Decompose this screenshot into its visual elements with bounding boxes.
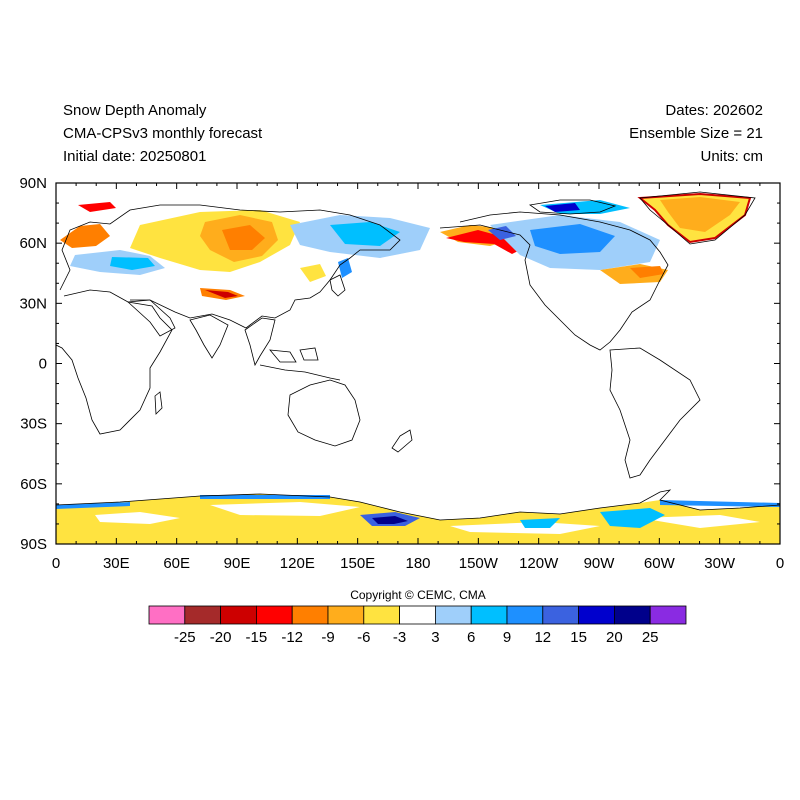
madagascar-coastline (154, 391, 163, 415)
legend-label: -12 (281, 629, 303, 646)
africa-coastline (56, 289, 173, 435)
legend-label: 6 (467, 629, 475, 646)
legend-swatch (399, 605, 436, 625)
legend-label: -25 (174, 629, 196, 646)
antarctica-edge-blue (56, 495, 780, 509)
novaya-zemlya-anomaly (78, 202, 116, 212)
lon-tick-label: 150W (459, 555, 499, 572)
lat-tick-label: 60N (19, 235, 47, 252)
lon-tick-label: 180 (405, 555, 430, 572)
legend-label: -9 (321, 629, 334, 646)
south-america-coastline (609, 347, 701, 479)
legend-swatch (291, 605, 329, 625)
units: Units: cm (700, 148, 763, 165)
legend-label: -6 (357, 629, 370, 646)
canada-blue-core (530, 224, 615, 254)
map-title: Snow Depth Anomaly (63, 102, 207, 119)
lat-tick-label: 90S (20, 536, 47, 553)
legend-label: 9 (503, 629, 511, 646)
east-siberia-blue-core (330, 222, 400, 246)
header-right: Dates: 202602 Ensemble Size = 21 Units: … (629, 99, 763, 168)
legend-swatch (255, 605, 293, 625)
legend-swatch (649, 605, 687, 625)
lat-tick-label: 90N (19, 175, 47, 192)
ensemble-size: Ensemble Size = 21 (629, 125, 763, 142)
legend-label: 15 (570, 629, 587, 646)
model-name: CMA-CPSv3 monthly forecast (63, 125, 263, 142)
legend-swatch (578, 605, 615, 625)
lat-tick-label: 30N (19, 295, 47, 312)
lon-tick-label: 60E (163, 555, 190, 572)
lon-tick-label: 0 (776, 555, 784, 572)
copyright-text: Copyright © CEMC, CMA (350, 588, 486, 602)
north-america-coastline (439, 211, 669, 351)
legend-swatch (434, 605, 472, 625)
kamchatka-blue (338, 258, 352, 278)
arabia-coastline (127, 299, 176, 337)
new-zealand-coastline (391, 429, 413, 453)
legend-swatch (148, 605, 186, 625)
legend-label: -15 (246, 629, 268, 646)
lon-tick-label: 90W (584, 555, 616, 572)
lon-tick-label: 30E (103, 555, 130, 572)
china-yellow (300, 264, 326, 282)
legend-label: 20 (606, 629, 623, 646)
lat-tick-label: 0 (39, 356, 47, 373)
europe-blue-core (110, 257, 155, 270)
antarctica-white-patches (95, 502, 760, 534)
greenland-edge-red (637, 192, 752, 244)
lat-tick-label: 60S (20, 476, 47, 493)
legend-swatch (614, 605, 651, 625)
lat-tick-label: 30S (20, 416, 47, 433)
legend-swatch (506, 605, 544, 625)
axis-ticks (55, 182, 781, 545)
lon-tick-label: 30W (704, 555, 736, 572)
coastlines (56, 191, 780, 521)
greenland-orange (660, 197, 740, 232)
ross-sea-core (372, 516, 408, 524)
legend-label: -3 (393, 629, 406, 646)
japan-coastline (329, 274, 346, 297)
legend-swatch (220, 605, 257, 625)
indonesia-coastline (259, 347, 341, 381)
siberia-core (222, 225, 265, 250)
arctic-archipelago-dark (545, 203, 580, 212)
lon-tick-label: 0 (52, 555, 60, 572)
canada-deep-blue (488, 226, 516, 240)
axis-tick-labels: 0 30E 60E 90E 120E 150E 180 150W 120W 90W 60W 30W 09… (19, 175, 784, 572)
lon-tick-label: 120W (519, 555, 559, 572)
great-lakes-core (630, 266, 664, 278)
legend-swatch (363, 605, 400, 625)
eurasia-coastline (59, 204, 401, 329)
india-coastline (189, 314, 229, 359)
legend-swatch (184, 605, 222, 625)
legend-swatch (470, 605, 508, 625)
forecast-dates: Dates: 202602 (665, 102, 763, 119)
southeast-asia-coastline (244, 317, 276, 367)
initial-date: Initial date: 20250801 (63, 148, 207, 165)
lon-tick-label: 150E (340, 555, 375, 572)
greenland-coastline (639, 191, 756, 245)
arctic-islands-coastline (528, 199, 617, 215)
tibet-core (205, 290, 238, 298)
scandinavia-anomaly (60, 224, 110, 248)
lon-tick-label: 120E (280, 555, 315, 572)
legend-swatch (327, 605, 365, 625)
color-legend: -25 -20 -15 -12 -9 -6 -3 3 6 9 12 15 20 25 (148, 605, 687, 646)
antarctic-peninsula-blue (520, 508, 665, 528)
header-left: Snow Depth Anomaly CMA-CPSv3 monthly for… (63, 99, 262, 168)
legend-label: -20 (210, 629, 232, 646)
anomaly-field (56, 192, 780, 544)
legend-label: 25 (642, 629, 659, 646)
australia-coastline (287, 379, 361, 447)
legend-swatch (542, 605, 579, 625)
alaska-coast-red (446, 230, 520, 254)
lon-tick-label: 60W (644, 555, 676, 572)
lon-tick-label: 90E (224, 555, 251, 572)
legend-label: 3 (431, 629, 439, 646)
antarctica-coastline (56, 489, 780, 521)
legend-label: 12 (534, 629, 551, 646)
